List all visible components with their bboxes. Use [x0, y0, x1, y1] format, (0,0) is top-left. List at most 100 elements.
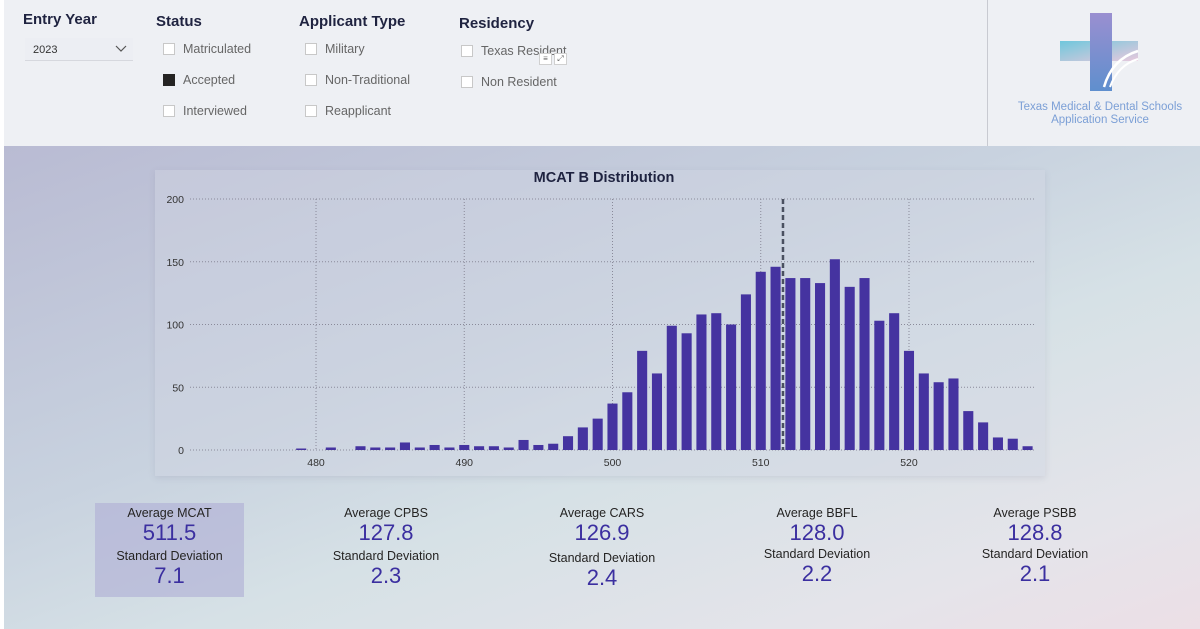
bar [948, 378, 959, 450]
bar [903, 350, 915, 450]
bar [414, 447, 425, 450]
bar [459, 444, 470, 450]
stat-card-cars: Average CARS 126.9 Standard Deviation 2.… [527, 506, 677, 591]
filter-icon[interactable]: ≡ [539, 53, 552, 65]
x-tick-label: 490 [455, 457, 473, 469]
stat-sd-label: Standard Deviation [981, 547, 1089, 561]
stat-value: 126.9 [574, 520, 630, 545]
option-label: Non-Traditional [325, 73, 410, 87]
residency-option-non-resident[interactable]: Non Resident [461, 75, 557, 89]
stat-card-psbb: Average PSBB 128.8 Standard Deviation 2.… [960, 506, 1110, 587]
bar [488, 446, 499, 450]
bar [918, 373, 929, 450]
checkbox[interactable] [163, 43, 175, 55]
option-label: Accepted [183, 73, 236, 87]
bar [562, 436, 574, 450]
bar [829, 259, 840, 450]
bar [429, 444, 440, 450]
bar [385, 447, 396, 450]
bar [859, 278, 870, 450]
stat-label: Average PSBB [993, 506, 1077, 520]
checkbox[interactable] [163, 105, 175, 117]
bar [577, 427, 588, 450]
bar [637, 350, 648, 450]
stat-label: Average MCAT [127, 506, 212, 520]
bar [666, 325, 677, 450]
bar [592, 418, 603, 450]
stat-label: Average BBFL [776, 506, 858, 520]
bar [444, 447, 455, 450]
x-tick-label: 500 [604, 457, 622, 469]
status-option-accepted[interactable]: Accepted [163, 73, 235, 87]
bar [889, 313, 900, 450]
applicant-option-reapplicant[interactable]: Reapplicant [305, 104, 391, 118]
stat-label: Average CARS [559, 506, 645, 520]
status-option-matriculated[interactable]: Matriculated [163, 42, 251, 56]
y-tick-label: 200 [166, 194, 184, 206]
logo-text: Texas Medical & Dental Schools Applicati… [1000, 101, 1200, 127]
mcat-distribution-chart[interactable]: 0 50 100 150 200 480 490 500 510 520 [155, 185, 1045, 475]
stat-sd-label: Standard Deviation [763, 547, 871, 561]
bar [800, 278, 811, 450]
entry-year-selected: 2023 [33, 44, 58, 56]
chevron-down-icon [115, 45, 127, 52]
option-label: Non Resident [481, 75, 557, 89]
bar [755, 271, 766, 450]
stat-value: 127.8 [358, 520, 414, 545]
bar [622, 392, 633, 450]
residency-title: Residency [459, 15, 535, 32]
bar [963, 411, 974, 450]
bar [370, 447, 381, 450]
status-option-interviewed[interactable]: Interviewed [163, 104, 247, 118]
focus-mode-icon[interactable]: ⤢ [554, 53, 567, 65]
bar [726, 324, 737, 450]
stat-sd-value: 2.1 [1019, 561, 1051, 586]
checkbox[interactable] [305, 74, 317, 86]
option-label: Matriculated [183, 42, 252, 56]
checkbox[interactable] [461, 45, 473, 57]
y-tick-label: 0 [178, 445, 184, 457]
bar [992, 437, 1003, 450]
header-divider [987, 0, 988, 146]
x-tick-label: 520 [900, 457, 918, 469]
checkbox[interactable] [461, 76, 473, 88]
visual-header-icons: ≡ ⤢ [539, 53, 567, 65]
stat-value: 511.5 [142, 520, 197, 545]
stat-card-cpbs: Average CPBS 127.8 Standard Deviation 2.… [311, 506, 461, 589]
y-tick-label: 150 [166, 257, 184, 269]
status-title: Status [156, 13, 202, 30]
bar [740, 294, 751, 450]
bar [518, 439, 529, 450]
bar [978, 422, 989, 450]
checkbox-checked[interactable] [163, 74, 175, 86]
stat-value: 128.8 [1007, 520, 1063, 545]
stat-sd-label: Standard Deviation [116, 549, 223, 563]
bar [296, 448, 307, 450]
entry-year-title: Entry Year [23, 11, 97, 28]
x-tick-label: 510 [752, 457, 770, 469]
bar [548, 443, 559, 450]
applicant-option-military[interactable]: Military [305, 42, 365, 56]
entry-year-dropdown[interactable]: 2023 [25, 38, 133, 61]
stat-sd-label: Standard Deviation [332, 549, 440, 563]
bar [696, 314, 707, 450]
bar [533, 444, 544, 450]
bar [933, 382, 944, 450]
applicant-option-non-traditional[interactable]: Non-Traditional [305, 73, 410, 87]
stat-value: 128.0 [789, 520, 845, 545]
checkbox[interactable] [305, 43, 317, 55]
applicant-type-title: Applicant Type [299, 13, 406, 30]
bar [770, 266, 781, 450]
stat-card-mcat[interactable]: Average MCAT 511.5 Standard Deviation 7.… [95, 503, 244, 597]
logo-line-1: Texas Medical & Dental Schools [1017, 101, 1183, 113]
bar [355, 446, 366, 450]
stat-sd-value: 2.4 [586, 565, 618, 590]
bar [815, 283, 826, 450]
filter-bar [4, 0, 1200, 146]
checkbox[interactable] [305, 105, 317, 117]
bar [651, 373, 663, 450]
bar [1022, 446, 1033, 450]
bar [607, 403, 618, 450]
bar [325, 447, 336, 450]
chart-title: MCAT B Distribution [533, 170, 675, 186]
